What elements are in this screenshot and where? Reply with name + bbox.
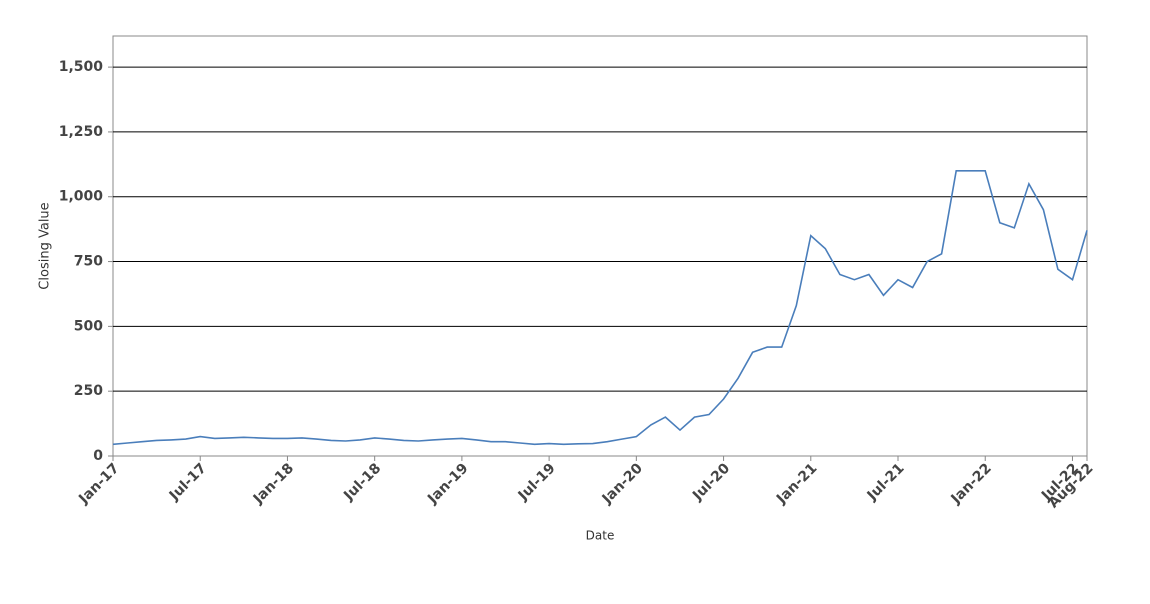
plot-area — [112, 35, 1088, 457]
y-tick-label: 1,250 — [59, 124, 104, 140]
x-tick-label: Jul-17 — [166, 460, 210, 504]
x-tick-label: Jan-18 — [250, 460, 297, 507]
data-line — [112, 170, 1088, 446]
x-tick-label: Jul-21 — [864, 460, 908, 504]
y-tick-label: 1,500 — [59, 59, 104, 75]
y-axis-label: Closing Value — [38, 202, 53, 289]
x-tick-label: Jul-19 — [515, 460, 559, 504]
x-tick-label: Jan-20 — [599, 460, 646, 507]
y-tick-label: 1,000 — [59, 189, 104, 205]
x-tick-label: Jan-19 — [424, 460, 471, 507]
y-tick-label: 750 — [74, 254, 103, 270]
y-tick-label: 250 — [74, 383, 103, 399]
x-tick-label: Jul-20 — [689, 460, 733, 504]
y-tick-label: 0 — [93, 448, 103, 464]
x-tick-label: Jan-17 — [75, 460, 122, 507]
x-tick-label: Jul-18 — [340, 460, 384, 504]
x-tick-label: Jan-22 — [948, 460, 995, 507]
y-tick-label: 500 — [74, 318, 103, 334]
x-tick-label: Jan-21 — [773, 460, 820, 507]
x-axis-label: Date — [586, 529, 615, 543]
